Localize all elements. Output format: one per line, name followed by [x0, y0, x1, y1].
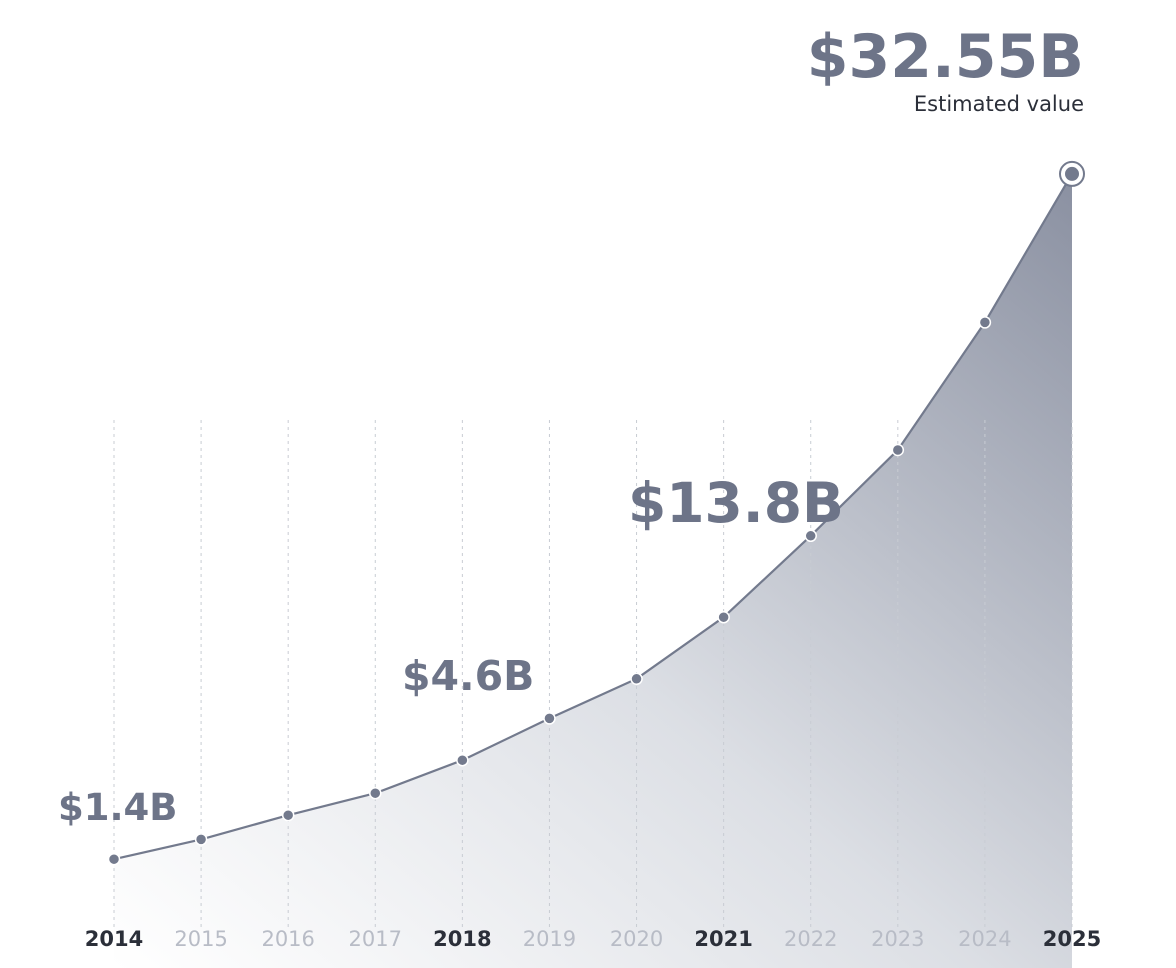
- x-tick-label-2019: 2019: [523, 927, 576, 951]
- x-tick-label-2021: 2021: [694, 927, 752, 951]
- series-area: [114, 173, 1072, 968]
- x-tick-label-2014: 2014: [85, 927, 143, 951]
- annotation-2025: $32.55B: [807, 22, 1084, 92]
- annotation-subtitle-2025: Estimated value: [914, 92, 1084, 116]
- point-2021: [717, 610, 730, 624]
- point-2017: [369, 786, 382, 800]
- point-2024: [978, 316, 992, 329]
- point-2020: [630, 672, 643, 686]
- x-tick-label-2015: 2015: [174, 927, 227, 951]
- x-tick-label-2017: 2017: [349, 927, 402, 951]
- point-2022: [804, 529, 817, 543]
- x-tick-label-2020: 2020: [610, 927, 663, 951]
- x-tick-label-2025: 2025: [1043, 927, 1101, 951]
- x-tick-label-2024: 2024: [958, 927, 1011, 951]
- point-2025: [1065, 166, 1079, 181]
- x-tick-label-2022: 2022: [784, 927, 837, 951]
- annotation-2021: $13.8B: [628, 471, 844, 535]
- annotation-2018: $4.6B: [402, 652, 534, 700]
- point-2014: [107, 852, 121, 866]
- point-2023: [891, 443, 905, 457]
- x-tick-label-2018: 2018: [433, 927, 491, 951]
- point-2018: [456, 753, 469, 767]
- point-2019: [543, 712, 556, 725]
- point-2015: [194, 833, 208, 846]
- x-tick-label-2016: 2016: [261, 927, 314, 951]
- x-tick-label-2023: 2023: [871, 927, 924, 951]
- point-2016: [281, 808, 295, 822]
- series-line: [112, 172, 1074, 861]
- annotation-2014: $1.4B: [58, 786, 178, 829]
